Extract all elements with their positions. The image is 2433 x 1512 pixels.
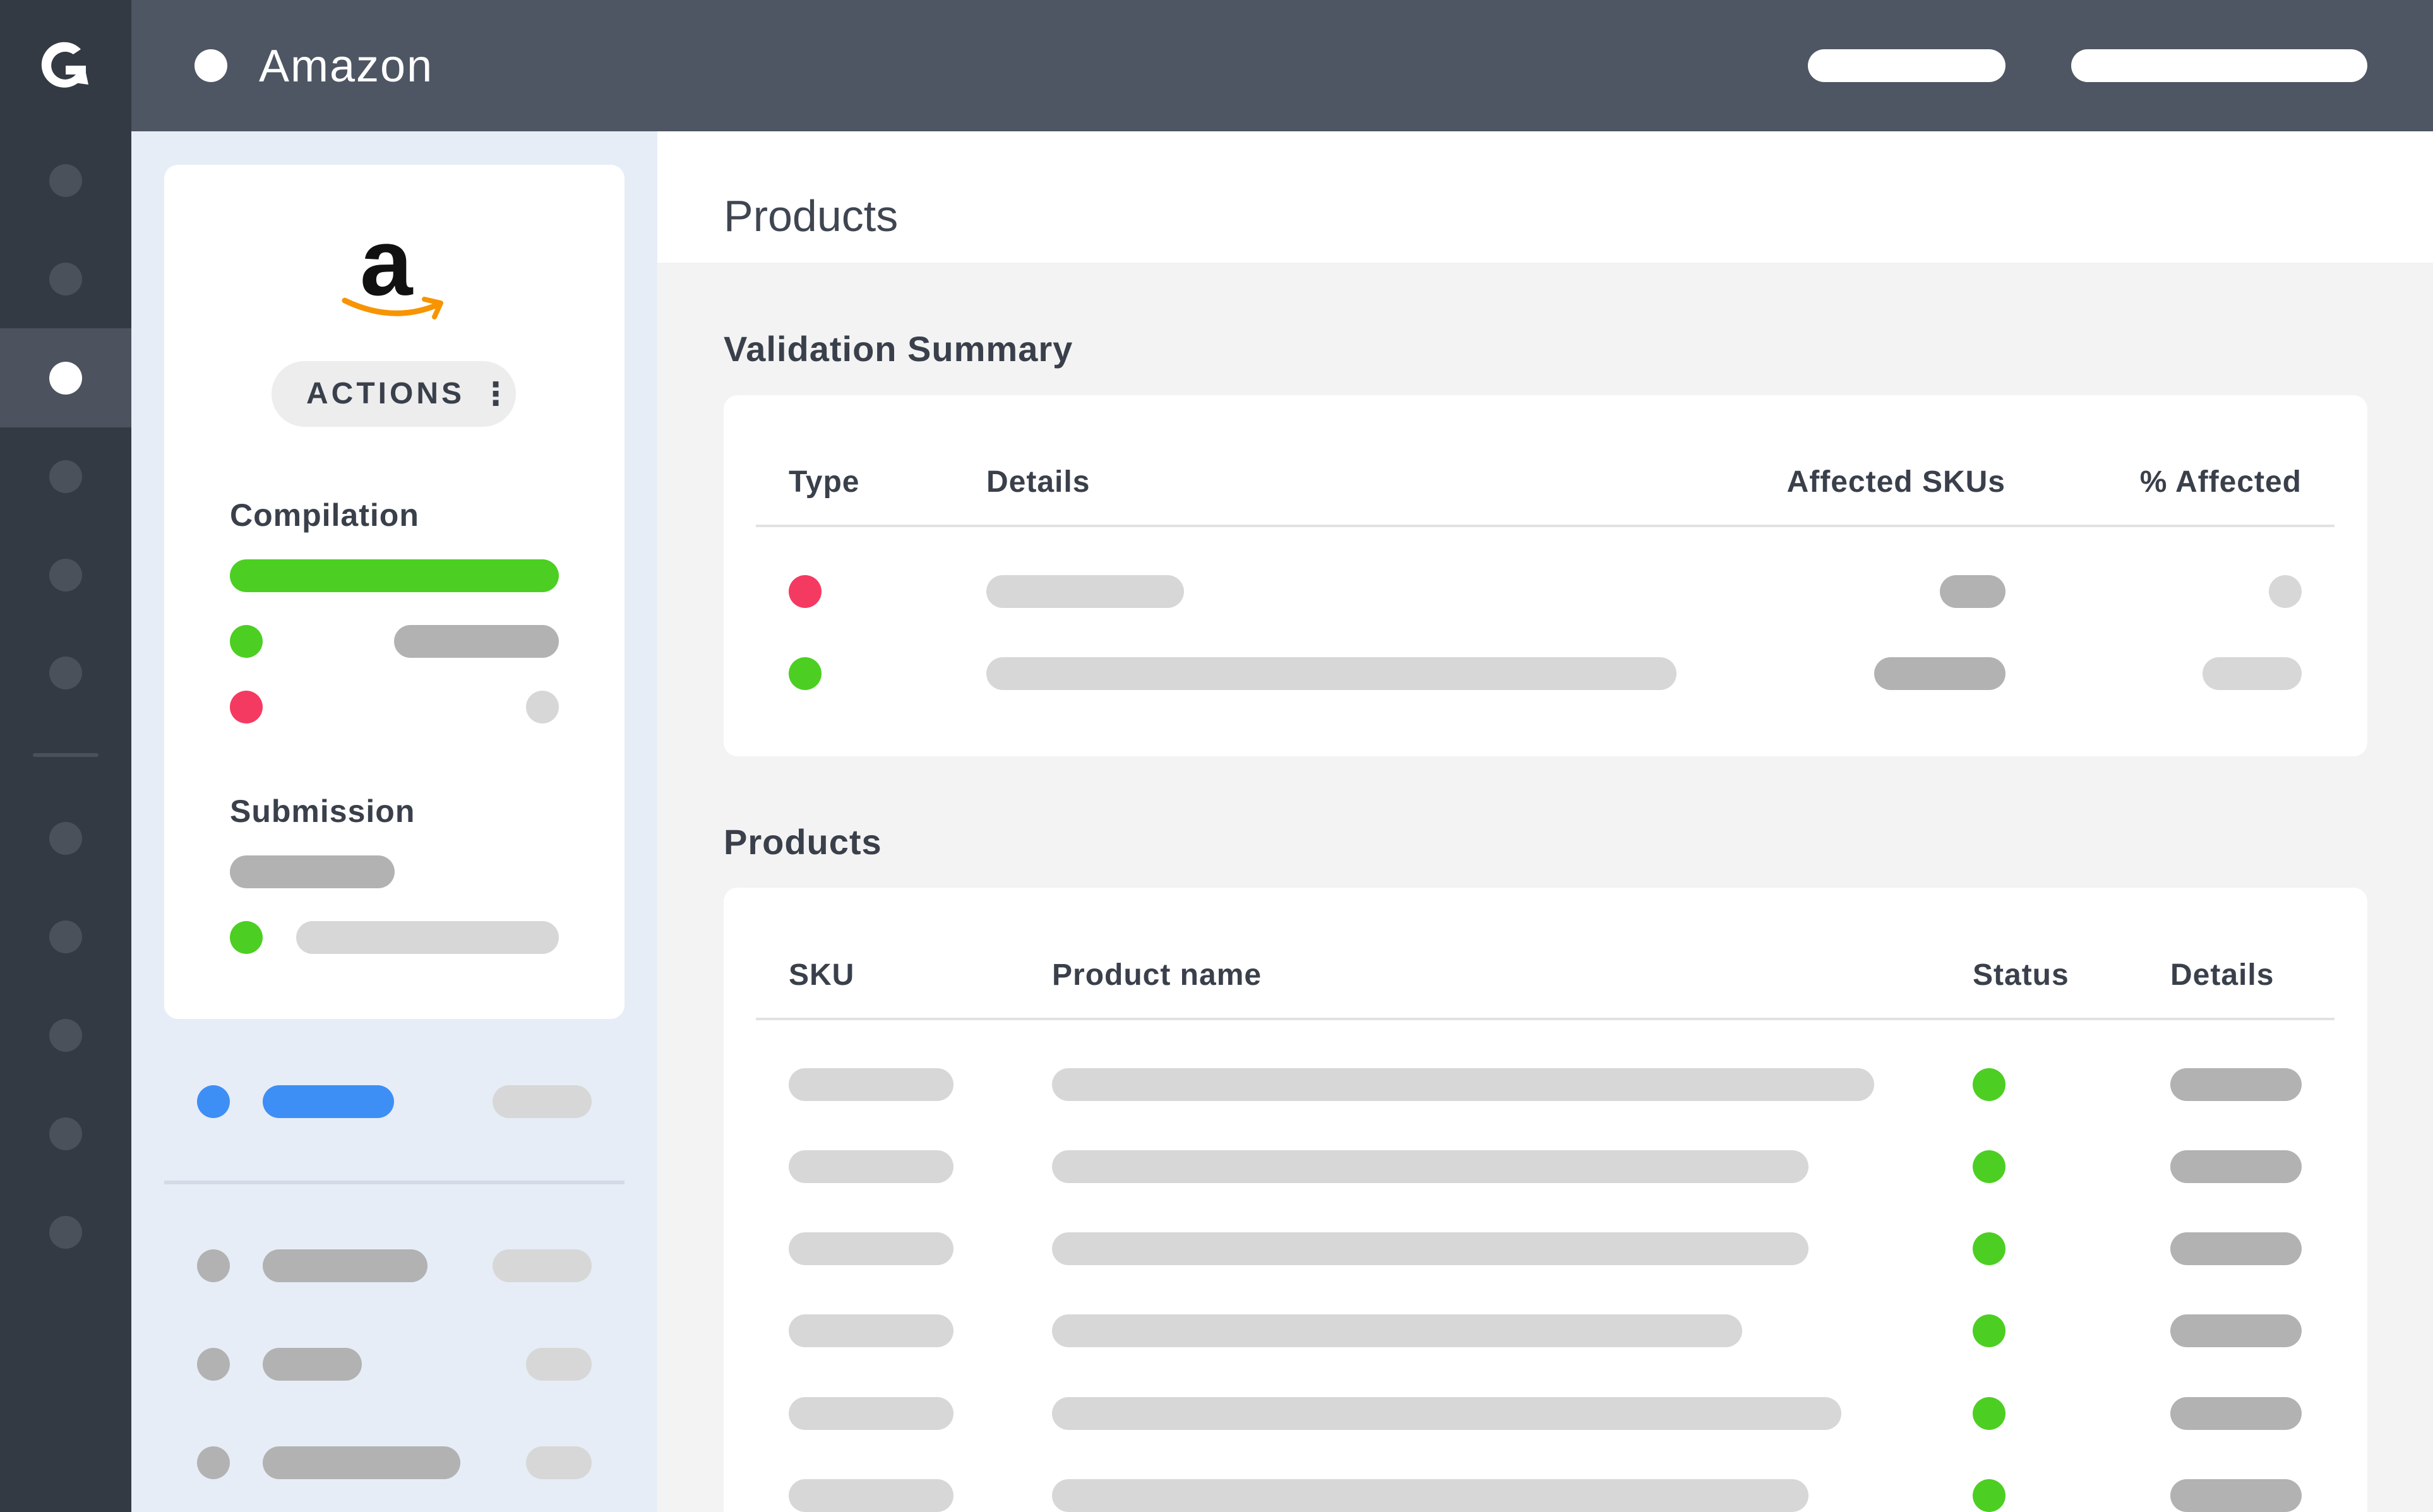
placeholder-details[interactable] bbox=[2170, 1397, 2302, 1430]
col-percent-affected[interactable]: % Affected bbox=[2139, 465, 2302, 499]
nav-item[interactable] bbox=[49, 559, 82, 592]
placeholder-details[interactable] bbox=[2170, 1479, 2302, 1512]
page-title-bar bbox=[657, 131, 2433, 263]
store-status-dot bbox=[194, 49, 227, 82]
left-nav-rail bbox=[0, 0, 131, 1512]
compilation-progress-bar bbox=[230, 559, 559, 592]
placeholder-sku bbox=[789, 1397, 953, 1430]
list-item-value bbox=[493, 1249, 592, 1282]
submission-label: Submission bbox=[230, 794, 415, 829]
placeholder-details[interactable] bbox=[2170, 1150, 2302, 1183]
nav-item[interactable] bbox=[49, 1216, 82, 1249]
placeholder-details[interactable] bbox=[2170, 1314, 2302, 1347]
top-header: Amazon bbox=[131, 0, 2433, 131]
placeholder-details bbox=[986, 575, 1184, 608]
col-status[interactable]: Status bbox=[1973, 958, 2069, 992]
placeholder-affected-skus bbox=[1874, 657, 2006, 690]
placeholder-value bbox=[394, 625, 559, 658]
list-item[interactable] bbox=[263, 1249, 427, 1282]
placeholder-percent bbox=[2203, 657, 2302, 690]
placeholder-sku bbox=[789, 1068, 953, 1101]
col-product-name[interactable]: Product name bbox=[1052, 958, 1262, 992]
placeholder-sku bbox=[789, 1150, 953, 1183]
col-details[interactable]: Details bbox=[986, 465, 1091, 499]
actions-label: ACTIONS bbox=[306, 377, 465, 410]
list-item-dot bbox=[197, 1249, 230, 1282]
status-ok-dot bbox=[1973, 1232, 2006, 1265]
amazon-logo: a bbox=[360, 209, 413, 315]
table-header-rule bbox=[756, 1018, 2334, 1020]
col-sku[interactable]: SKU bbox=[789, 958, 855, 992]
actions-button[interactable]: ACTIONS ⋮ bbox=[272, 361, 516, 427]
validation-summary-heading: Validation Summary bbox=[724, 329, 1073, 369]
nav-item[interactable] bbox=[49, 460, 82, 493]
list-item-dot bbox=[197, 1348, 230, 1381]
placeholder-product-name[interactable] bbox=[1052, 1232, 1808, 1265]
nav-divider bbox=[33, 753, 99, 757]
placeholder-product-name[interactable] bbox=[1052, 1314, 1742, 1347]
placeholder-percent bbox=[2269, 575, 2302, 608]
list-item-active-dot bbox=[197, 1085, 230, 1118]
kebab-menu-icon: ⋮ bbox=[480, 376, 511, 412]
col-type[interactable]: Type bbox=[789, 465, 860, 499]
placeholder-value bbox=[230, 855, 395, 888]
nav-item[interactable] bbox=[49, 822, 82, 855]
list-divider bbox=[164, 1181, 625, 1184]
status-ok-dot bbox=[1973, 1068, 2006, 1101]
status-ok-dot bbox=[230, 921, 263, 954]
placeholder-value bbox=[526, 691, 559, 723]
placeholder-product-name[interactable] bbox=[1052, 1397, 1841, 1430]
list-item[interactable] bbox=[263, 1348, 362, 1381]
status-ok-dot bbox=[230, 625, 263, 658]
placeholder-sku bbox=[789, 1479, 953, 1512]
status-error-dot bbox=[230, 691, 263, 723]
nav-item[interactable] bbox=[49, 164, 82, 197]
list-item-active[interactable] bbox=[263, 1085, 394, 1118]
placeholder-details[interactable] bbox=[2170, 1068, 2302, 1101]
nav-item-active-dot bbox=[49, 362, 82, 395]
col-details[interactable]: Details bbox=[2170, 958, 2275, 992]
list-item-value bbox=[526, 1446, 592, 1479]
amazon-smile-icon bbox=[342, 297, 443, 319]
list-item[interactable] bbox=[263, 1446, 460, 1479]
status-ok-dot bbox=[1973, 1397, 2006, 1430]
validation-summary-panel bbox=[724, 395, 2367, 756]
header-button[interactable] bbox=[1808, 49, 2006, 82]
g-logo-icon[interactable] bbox=[32, 35, 95, 98]
status-error-dot bbox=[789, 575, 822, 608]
placeholder-product-name[interactable] bbox=[1052, 1479, 1808, 1512]
list-item-value bbox=[526, 1348, 592, 1381]
placeholder-product-name[interactable] bbox=[1052, 1150, 1808, 1183]
page-title: Products bbox=[724, 191, 899, 241]
list-item-dot bbox=[197, 1446, 230, 1479]
placeholder-details[interactable] bbox=[2170, 1232, 2302, 1265]
placeholder-value bbox=[296, 921, 559, 954]
status-ok-dot bbox=[1973, 1479, 2006, 1512]
placeholder-sku bbox=[789, 1314, 953, 1347]
nav-item[interactable] bbox=[49, 920, 82, 953]
nav-item[interactable] bbox=[49, 657, 82, 689]
nav-item[interactable] bbox=[49, 1117, 82, 1150]
status-ok-dot bbox=[789, 657, 822, 690]
placeholder-details bbox=[986, 657, 1677, 690]
status-ok-dot bbox=[1973, 1150, 2006, 1183]
products-heading: Products bbox=[724, 822, 882, 862]
placeholder-affected-skus bbox=[1940, 575, 2006, 608]
col-affected-skus[interactable]: Affected SKUs bbox=[1786, 465, 2006, 499]
placeholder-sku bbox=[789, 1232, 953, 1265]
status-ok-dot bbox=[1973, 1314, 2006, 1347]
header-title: Amazon bbox=[259, 41, 434, 92]
table-header-rule bbox=[756, 525, 2334, 527]
nav-item[interactable] bbox=[49, 263, 82, 295]
placeholder-product-name[interactable] bbox=[1052, 1068, 1874, 1101]
list-item-value bbox=[493, 1085, 592, 1118]
header-button[interactable] bbox=[2071, 49, 2367, 82]
nav-item[interactable] bbox=[49, 1019, 82, 1052]
compilation-label: Compilation bbox=[230, 497, 419, 533]
